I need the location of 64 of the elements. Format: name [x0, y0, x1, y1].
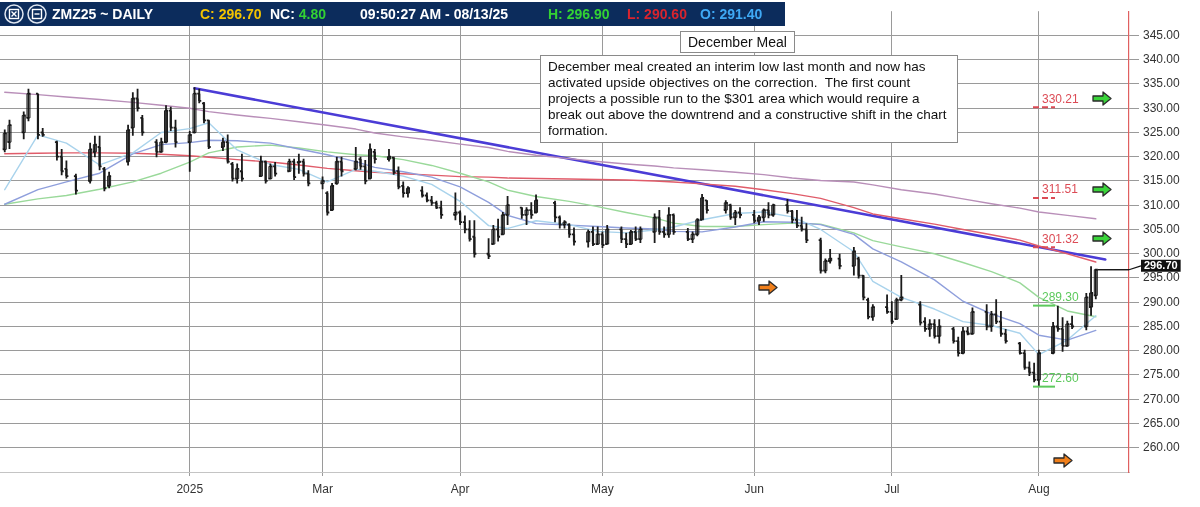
y-tick-label: 285.00	[1143, 318, 1181, 333]
text: December Meal	[680, 31, 795, 53]
y-tick-label: 300.00	[1143, 246, 1181, 261]
candlestick	[88, 141, 93, 185]
candlestick	[586, 228, 591, 249]
candlestick	[107, 170, 112, 190]
x-tick-label: Jul	[884, 481, 900, 496]
candlestick	[1084, 292, 1089, 332]
candlestick	[126, 123, 131, 167]
y-tick-label: 325.00	[1143, 124, 1181, 139]
candlestick	[36, 92, 40, 141]
annotation: NC: 4.80	[270, 6, 327, 22]
candlestick	[330, 182, 335, 212]
y-tick-label: 290.00	[1143, 294, 1181, 309]
candlestick	[937, 318, 942, 345]
candlestick	[453, 191, 458, 222]
candlestick	[1065, 319, 1070, 348]
y-tick-label: 335.00	[1143, 76, 1181, 91]
ref-line-label: 330.21	[1042, 91, 1080, 106]
ref-line-label: 311.51	[1042, 182, 1079, 197]
candlestick	[1036, 348, 1041, 388]
x-tick-label: Aug	[1028, 481, 1050, 496]
candlestick	[524, 206, 529, 227]
y-tick-label: 315.00	[1143, 173, 1181, 188]
ref-line-label: 272.60	[1042, 370, 1080, 385]
annotation: O: 291.40	[700, 6, 763, 22]
candlestick	[595, 225, 600, 246]
candlestick	[405, 185, 410, 199]
candlestick	[605, 224, 610, 246]
y-tick-label: 330.00	[1143, 100, 1181, 115]
candlestick	[534, 193, 539, 215]
y-tick-label: 345.00	[1143, 27, 1181, 42]
y-tick-label: 260.00	[1143, 440, 1181, 455]
candlestick	[320, 175, 325, 191]
ref-line-label: 289.30	[1042, 289, 1080, 304]
annotation: H: 296.90	[548, 6, 610, 22]
annotation: L: 290.60	[627, 6, 687, 22]
candlestick	[353, 146, 358, 172]
ref-line-label: 301.32	[1042, 231, 1080, 246]
candlestick	[638, 225, 643, 244]
annotation: C: 296.70	[200, 6, 262, 22]
x-tick-label: Apr	[450, 481, 470, 496]
y-tick-label: 280.00	[1143, 343, 1181, 358]
y-tick-label: 320.00	[1143, 149, 1181, 164]
annotation: 09:50:27 AM - 08/13/25	[360, 5, 509, 24]
candlestick	[268, 162, 273, 181]
x-tick-label: May	[591, 481, 614, 496]
candlestick	[652, 212, 657, 244]
candlestick	[7, 118, 12, 150]
y-tick-label: 310.00	[1143, 197, 1181, 212]
candlestick	[970, 306, 975, 336]
annotation: ZMZ25 ~ DAILY	[52, 5, 154, 24]
y-tick-label: 270.00	[1143, 391, 1181, 406]
y-tick-label: 340.00	[1143, 52, 1181, 67]
y-tick-label: 275.00	[1143, 367, 1181, 382]
y-tick-label: 265.00	[1143, 415, 1181, 430]
x-tick-label: Jun	[744, 481, 764, 496]
y-tick-label: 295.00	[1143, 270, 1181, 285]
ref-line-label: 296.70	[1144, 259, 1178, 272]
y-tick-label: 305.00	[1143, 221, 1181, 236]
x-tick-label: 2025	[176, 481, 204, 496]
x-tick-label: Mar	[312, 481, 333, 496]
candlestick	[368, 142, 373, 181]
text: December meal created an interim low last month and now has activated upside objectives on the correction. The first count projects a possible run to the $301 area which would require a break out above the downtrend and a constructive shift in the chart formation.	[540, 55, 958, 143]
